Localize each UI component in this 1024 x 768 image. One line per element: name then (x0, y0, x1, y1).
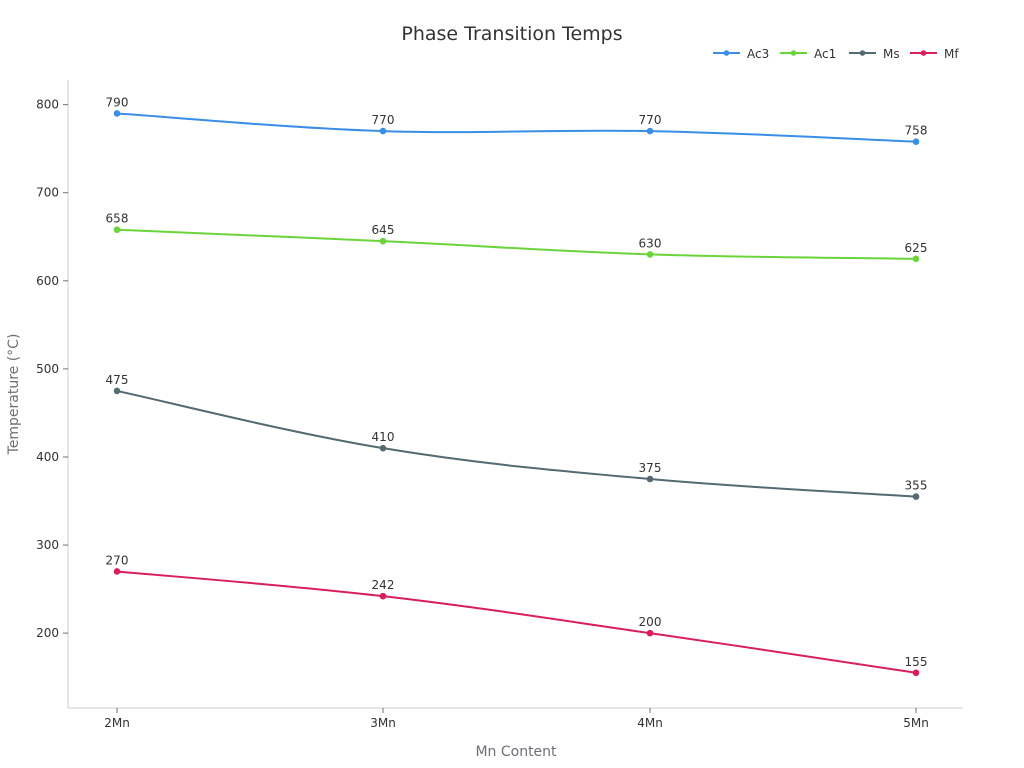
data-label: 270 (106, 553, 129, 567)
data-label: 630 (639, 236, 662, 250)
legend-marker-icon (859, 50, 866, 56)
data-point (646, 629, 654, 637)
series-line-ms (116, 389, 917, 498)
y-tick-label: 300 (36, 538, 59, 552)
series-line-ac1 (116, 228, 917, 260)
data-point (646, 251, 654, 258)
y-axis-label: Temperature (°C) (6, 334, 22, 456)
y-axis-ticks: 200 300 400 500 600 700 800 (36, 98, 68, 640)
data-point (113, 387, 121, 395)
y-tick-label: 200 (36, 626, 59, 640)
data-point (379, 237, 387, 245)
data-point (912, 255, 920, 263)
data-label: 475 (106, 373, 129, 387)
data-point (113, 110, 121, 117)
legend-marker-icon (790, 50, 797, 56)
legend: Ac3 Ac1 Ms Mf (713, 47, 959, 61)
data-point (113, 226, 121, 234)
data-label: 155 (905, 655, 928, 669)
series-mf: 270 242 200 155 (106, 553, 928, 677)
data-label: 375 (639, 461, 662, 475)
x-tick-label: 2Mn (104, 716, 130, 730)
data-label: 242 (372, 578, 395, 592)
x-tick-label: 3Mn (370, 716, 396, 730)
x-tick-label: 4Mn (637, 716, 663, 730)
data-point (113, 568, 121, 575)
legend-item-ac3: Ac3 (713, 47, 769, 61)
data-label: 658 (106, 212, 129, 226)
x-tick-label: 5Mn (903, 716, 929, 730)
series-line-mf (116, 570, 917, 674)
legend-label: Ac3 (747, 47, 769, 61)
legend-item-ms: Ms (849, 47, 900, 61)
data-point (379, 127, 387, 135)
y-tick-label: 600 (36, 274, 59, 288)
y-tick-label: 500 (36, 362, 59, 376)
y-tick-label: 800 (36, 98, 59, 112)
series-ms: 475 410 375 355 (106, 373, 928, 500)
data-point (646, 475, 654, 483)
series-line-ac3 (116, 112, 917, 143)
data-label: 410 (372, 430, 395, 444)
data-label: 770 (372, 113, 395, 127)
data-point (379, 444, 387, 452)
data-point (912, 669, 920, 677)
data-label: 625 (905, 241, 928, 255)
chart-title: Phase Transition Temps (401, 23, 622, 45)
data-point (646, 127, 654, 135)
data-label: 758 (905, 124, 928, 138)
data-point (912, 493, 920, 500)
data-label: 790 (106, 95, 129, 109)
y-tick-label: 700 (36, 186, 59, 200)
series-ac3: 790 770 770 758 (106, 95, 928, 145)
data-label: 200 (639, 615, 662, 629)
legend-item-ac1: Ac1 (780, 47, 836, 61)
x-axis-ticks: 2Mn 3Mn 4Mn 5Mn (104, 708, 929, 730)
legend-item-mf: Mf (910, 47, 959, 61)
legend-label: Mf (944, 47, 959, 61)
legend-marker-icon (920, 50, 927, 56)
data-label: 770 (639, 113, 662, 127)
series-ac1: 658 645 630 625 (106, 212, 928, 263)
data-point (912, 138, 920, 145)
legend-label: Ac1 (814, 47, 836, 61)
legend-label: Ms (883, 47, 900, 61)
data-label: 355 (905, 479, 928, 493)
y-tick-label: 400 (36, 450, 59, 464)
data-label: 645 (372, 223, 395, 237)
data-point (379, 592, 387, 600)
legend-marker-icon (723, 50, 730, 56)
x-axis-label: Mn Content (475, 744, 557, 760)
